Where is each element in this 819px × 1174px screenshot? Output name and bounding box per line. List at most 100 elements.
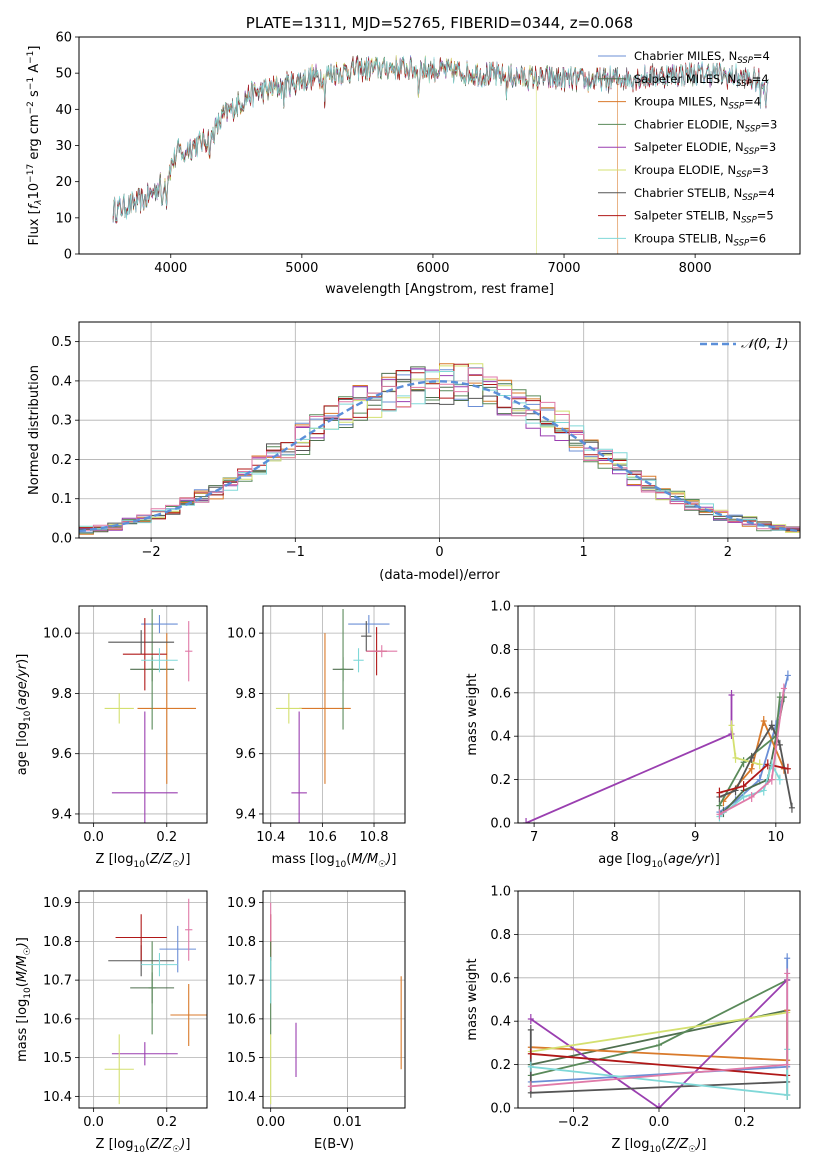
x-axis-label: Z [log10(Z/Z☉)] [96, 1137, 191, 1155]
x-tick-label: −2 [142, 545, 161, 560]
y-tick-label: 0.4 [51, 374, 72, 389]
label-part: 10 [649, 1145, 661, 1155]
y-tick-label: 1.0 [490, 600, 511, 615]
label-part: ☉ [688, 1145, 696, 1155]
label-part: SSP [729, 102, 745, 112]
weight-marker-chabrier_stelib [732, 785, 739, 796]
label-part: Chabrier MILES, N [634, 49, 737, 63]
weight-marker-pink [748, 791, 755, 802]
y-tick-label: 20 [55, 175, 72, 190]
y-tick-label: 0.6 [490, 686, 511, 701]
x-axis-label: Z [log10(Z/Z☉)] [96, 852, 191, 870]
legend-entry: Salpeter ELODIE, NSSP=3 [634, 140, 776, 157]
y-tick-label: 10.4 [43, 1090, 72, 1105]
weight-line-chabrier_elodie [718, 697, 781, 807]
y-tick-label: 40 [55, 103, 72, 118]
label-part: Chabrier ELODIE, N [634, 117, 745, 131]
label-part: Salpeter STELIB, N [634, 209, 741, 223]
label-part: ] [15, 937, 30, 942]
y-axis-label: Normed distribution [27, 365, 42, 495]
label-part: ) [710, 852, 715, 867]
label-part: =6 [749, 231, 766, 245]
y-tick-label: 1.0 [490, 885, 511, 900]
x-tick-label: 0.00 [256, 1115, 285, 1130]
label-part: Z [log [96, 852, 134, 867]
plot-area [112, 54, 769, 254]
label-part: 10 [133, 860, 145, 870]
x-tick-label: −0.2 [558, 1115, 590, 1130]
y-tick-label: 0.4 [490, 730, 511, 745]
y-tick-label: 0.2 [490, 773, 511, 788]
label-part: ] [701, 1137, 706, 1152]
x-axis-label: age [log10(age/yr)] [598, 852, 720, 870]
y-tick-label: 0.5 [51, 335, 72, 350]
x-tick-label: 0.0 [83, 1115, 104, 1130]
label-part: =3 [759, 140, 776, 154]
y-tick-label: 0.0 [490, 1102, 511, 1117]
weight-marker-kroupa_elodie [756, 759, 763, 770]
x-tick-label: 0.0 [649, 1115, 670, 1130]
y-tick-label: 10.6 [43, 1012, 72, 1027]
label-part: −2 [26, 101, 36, 114]
x-tick-label: 8 [611, 830, 619, 845]
legend-entry: Chabrier STELIB, NSSP=4 [634, 186, 775, 203]
weight-line-salpeter_elodie [525, 695, 733, 823]
weight-marker-kroupa_stelib [784, 1089, 791, 1100]
y-tick-label: 10.0 [43, 627, 72, 642]
label-part: −17 [26, 164, 36, 183]
label-part: =3 [752, 163, 769, 177]
weight-marker-chabrier_stelib [527, 1024, 534, 1035]
x-tick-label: −1 [286, 545, 305, 560]
y-tick-label: 60 [55, 31, 72, 46]
label-part: Z [log [96, 1137, 134, 1152]
label-part: mass [log [272, 852, 335, 867]
plot-area [104, 898, 207, 1105]
x-tick-label: 1 [580, 545, 588, 560]
label-part: ( [145, 852, 150, 867]
weight-marker-chabrier_stelib [768, 720, 775, 731]
y-tick-label: 30 [55, 139, 72, 154]
label-part: ] [185, 852, 190, 867]
weight-line-chabrier_stelib [719, 723, 793, 808]
x-tick-label: 0.2 [156, 830, 177, 845]
y-tick-label: 10.7 [227, 974, 256, 989]
y-tick-label: 0.0 [51, 532, 72, 547]
weight-marker-kroupa_stelib [527, 1061, 534, 1072]
weight-line-salpeter_stelib [530, 1052, 788, 1077]
label-part: ) [179, 852, 185, 867]
weight-marker-chabrier_miles [784, 670, 791, 681]
panel-z-age: 0.0 0.29.49.69.810.0Z [log10(Z/Z☉)]age [l… [15, 605, 208, 870]
label-part: ] [391, 852, 396, 867]
label-part: =4 [753, 49, 770, 63]
label-part: SSP [736, 79, 752, 89]
label-part: M/M [15, 955, 30, 982]
weight-marker-salpeter_elodie [527, 1014, 534, 1025]
spectrum-line-chabrier_miles [112, 55, 618, 224]
y-axis-label: mass [log10(M/M☉)] [15, 937, 33, 1062]
label-part: 10 [23, 710, 33, 722]
x-tick-label: 0.01 [333, 1115, 362, 1130]
y-tick-label: 10.4 [227, 1090, 256, 1105]
axes-frame [78, 36, 801, 255]
weight-marker-kroupa_elodie [728, 720, 735, 731]
panel-spectrum: 4000 5000 6000 7000 8000 0 10 20 30 40 50 60 PLATE=1… [26, 14, 801, 297]
weight-line-salpeter_elodie [530, 979, 788, 1108]
chart-title: PLATE=1311, MJD=52765, FIBERID=0344, z=0… [246, 14, 633, 32]
label-part: =4 [758, 186, 775, 200]
legend-entry: Kroupa MILES, NSSP=4 [634, 95, 761, 112]
label-part: ] [27, 46, 42, 51]
x-tick-label: 7 [530, 830, 538, 845]
label-part: ☉ [378, 860, 386, 870]
panel-residuals: −2 −1 0 1 2 0.0 0.1 0.2 0.3 0.4 0.5 𝒩(0, 1) (data-mo… [27, 321, 801, 583]
x-axis-label: Z [log10(Z/Z☉)] [612, 1137, 707, 1155]
x-tick-label: 6000 [416, 261, 449, 276]
axes-frame [78, 321, 801, 539]
label-part: 10 [23, 987, 33, 999]
legend-entry: Salpeter MILES, NSSP=4 [634, 72, 769, 89]
weight-marker-pink [780, 683, 787, 694]
x-tick-label: 9 [691, 830, 699, 845]
label-part: 10 [27, 183, 42, 200]
weight-marker-salpeter_elodie [523, 818, 530, 823]
label-part: ] [185, 1137, 190, 1152]
